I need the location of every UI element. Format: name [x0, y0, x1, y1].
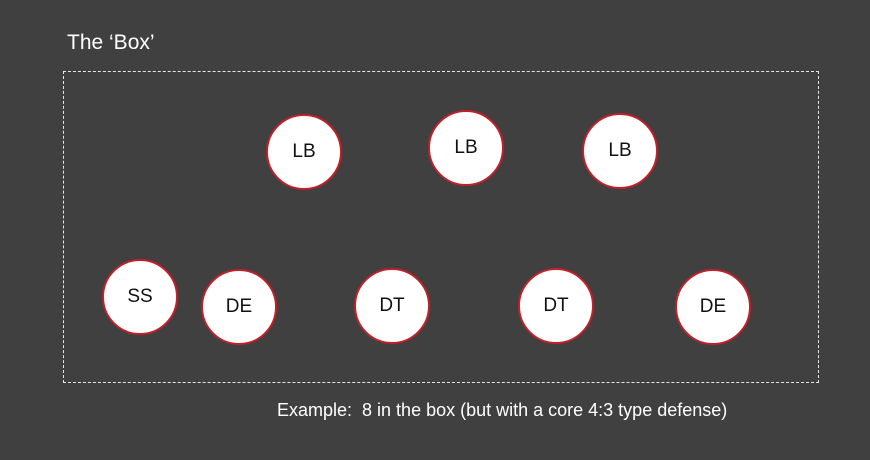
player-de-left: DE: [201, 269, 277, 345]
player-dt-left: DT: [354, 268, 430, 344]
player-de-right: DE: [675, 269, 751, 345]
player-dt-right: DT: [518, 268, 594, 344]
diagram-title: The ‘Box’: [67, 31, 155, 54]
player-lb-middle: LB: [428, 110, 504, 186]
player-lb-right: LB: [582, 113, 658, 189]
player-ss: SS: [102, 259, 178, 335]
diagram-caption: Example: 8 in the box (but with a core 4…: [277, 400, 728, 420]
box-outline: [63, 71, 819, 383]
player-lb-left: LB: [266, 114, 342, 190]
